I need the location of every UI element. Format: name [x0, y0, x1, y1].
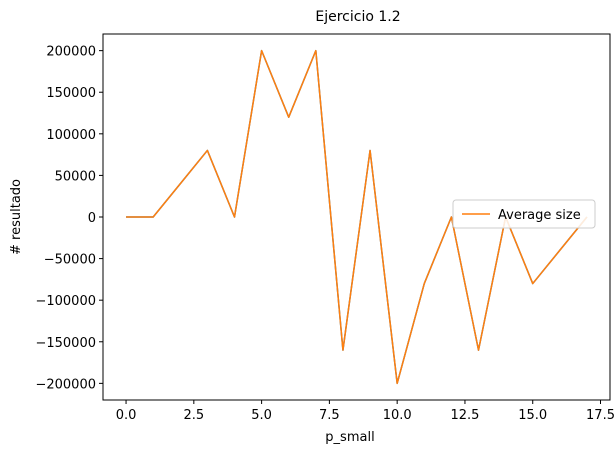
x-axis-ticks: 0.0 2.5 5.0 7.5 10.0 12.5 15.0 17.5 — [116, 400, 615, 423]
y-axis-ticks: −200000 −150000 −100000 −50000 0 50000 100000 1… — [35, 45, 103, 392]
legend: Average size — [452, 199, 596, 229]
x-tick-label: 12.5 — [450, 408, 479, 423]
x-tick-label: 15.0 — [518, 408, 547, 423]
y-tick-label: 0 — [88, 211, 96, 226]
y-tick-label: 200000 — [46, 45, 96, 60]
legend-box — [452, 199, 596, 229]
y-tick-label: 50000 — [55, 169, 96, 184]
x-tick-label: 0.0 — [116, 408, 137, 423]
y-axis-label: # resultado — [9, 179, 24, 255]
x-axis-label: p_small — [325, 430, 374, 445]
legend-label: Average size — [498, 208, 581, 223]
x-tick-label: 7.5 — [319, 408, 340, 423]
y-tick-label: −200000 — [35, 377, 96, 392]
y-tick-label: 100000 — [46, 128, 96, 143]
axes-frame — [102, 33, 611, 401]
x-tick-label: 10.0 — [383, 408, 412, 423]
y-tick-label: −150000 — [35, 336, 96, 351]
x-tick-label: 5.0 — [251, 408, 272, 423]
x-tick-label: 2.5 — [183, 408, 204, 423]
chart-title: Ejercicio 1.2 — [315, 9, 400, 25]
y-tick-label: −100000 — [35, 294, 96, 309]
y-tick-label: 150000 — [46, 86, 96, 101]
x-tick-label: 17.5 — [586, 408, 615, 423]
y-tick-label: −50000 — [44, 253, 96, 268]
